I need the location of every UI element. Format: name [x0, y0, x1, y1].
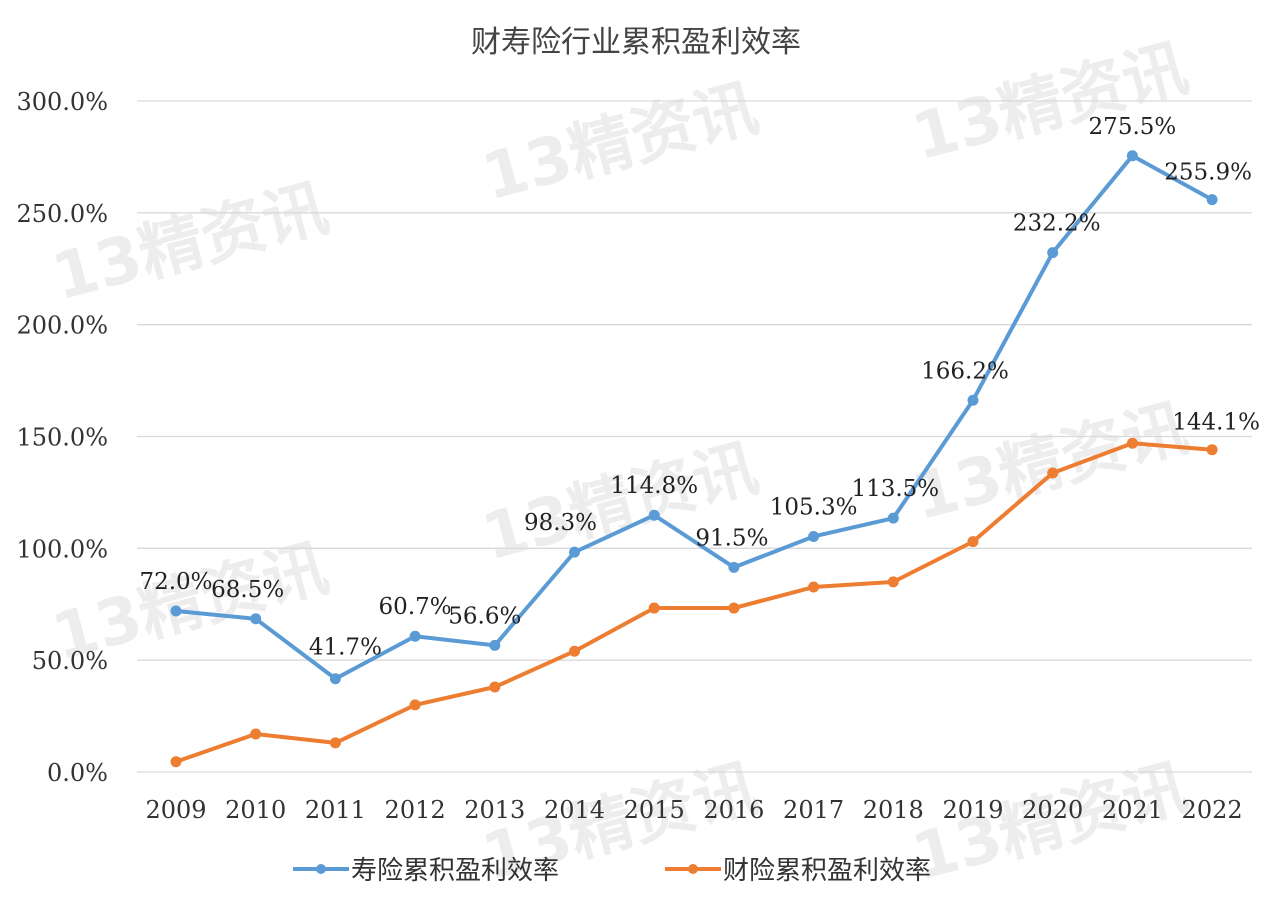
data-point	[329, 737, 341, 749]
data-point	[409, 630, 421, 642]
x-tick-label: 2015	[624, 796, 685, 824]
data-point	[648, 602, 660, 614]
legend-label: 寿险累积盈利效率	[351, 856, 559, 886]
y-tick-label: 200.0%	[16, 312, 108, 340]
data-label: 255.9%	[1164, 160, 1252, 186]
series-group: 72.0%68.5% 41.7% 60.7%56.6% 98.3% 114.8% 91.5…	[139, 114, 1260, 768]
data-point	[1126, 437, 1138, 449]
data-label: 91.5%	[695, 525, 768, 551]
x-tick-label: 2021	[1102, 796, 1163, 824]
y-axis-ticks: 0.0% 50.0% 100.0% 150.0% 200.0% 250.0% 300.0%	[16, 88, 108, 787]
data-point	[409, 699, 421, 711]
data-label: 98.3%	[524, 510, 597, 536]
watermark-text: 13精资讯	[45, 171, 336, 315]
x-tick-label: 2012	[385, 796, 446, 824]
data-point	[170, 756, 182, 768]
legend: 寿险累积盈利效率 财险累积盈利效率	[293, 856, 931, 886]
data-label: 144.1%	[1172, 410, 1260, 436]
y-tick-label: 250.0%	[16, 200, 108, 228]
data-point	[648, 509, 660, 521]
data-label: 105.3%	[770, 494, 858, 520]
y-tick-label: 50.0%	[32, 647, 108, 675]
y-tick-label: 150.0%	[16, 424, 108, 452]
data-label: 275.5%	[1089, 114, 1177, 140]
watermark-text: 13精资讯	[475, 71, 766, 215]
data-point	[728, 602, 740, 614]
x-tick-label: 2009	[145, 796, 206, 824]
gridlines	[137, 100, 1252, 773]
data-label: 56.6%	[448, 603, 521, 629]
data-point	[728, 561, 740, 573]
chart-title: 财寿险行业累积盈利效率	[471, 25, 801, 60]
data-point	[569, 645, 580, 657]
legend-label: 财险累积盈利效率	[723, 856, 931, 886]
data-point	[489, 639, 501, 651]
x-tick-label: 2020	[1022, 796, 1083, 824]
data-label: 68.5%	[211, 577, 284, 603]
legend-marker	[688, 864, 698, 874]
x-tick-label: 2019	[942, 796, 1003, 824]
x-tick-label: 2014	[544, 796, 605, 824]
series-line	[175, 441, 1213, 764]
y-tick-label: 100.0%	[16, 535, 108, 563]
x-axis-ticks: 2009 2010 2011 2012 2013 2014 2015 2016 2017 2018…	[145, 796, 1242, 824]
x-tick-label: 2018	[863, 796, 924, 824]
data-label: 166.2%	[921, 358, 1009, 384]
data-point	[1047, 467, 1059, 479]
data-label: 60.7%	[379, 594, 452, 620]
data-label: 232.2%	[1013, 211, 1101, 237]
data-label: 72.0%	[139, 569, 212, 595]
watermark-text: 13精资讯	[905, 391, 1196, 535]
data-point	[569, 546, 580, 558]
x-tick-label: 2011	[305, 796, 366, 824]
x-tick-label: 2013	[464, 796, 525, 824]
data-point	[1206, 444, 1218, 456]
x-tick-label: 2022	[1182, 796, 1243, 824]
series-line	[175, 153, 1214, 681]
data-point	[1126, 150, 1138, 162]
data-point	[329, 673, 341, 685]
data-point	[170, 605, 182, 617]
data-label: 114.8%	[610, 473, 698, 499]
data-point	[887, 512, 899, 524]
data-point	[808, 530, 820, 542]
data-point	[250, 728, 262, 740]
data-point	[489, 681, 501, 693]
data-point	[967, 536, 979, 548]
x-tick-label: 2017	[783, 796, 844, 824]
data-label: 41.7%	[309, 635, 382, 661]
data-point	[250, 613, 262, 625]
data-point	[967, 394, 979, 406]
x-tick-label: 2016	[703, 796, 764, 824]
legend-marker	[316, 864, 326, 874]
data-point	[1206, 194, 1218, 206]
y-tick-label: 0.0%	[47, 759, 108, 787]
data-point	[1047, 247, 1059, 259]
data-label: 113.5%	[851, 476, 939, 502]
x-tick-label: 2010	[225, 796, 286, 824]
data-point	[887, 576, 899, 588]
data-point	[808, 581, 820, 593]
watermark-text: 13精资讯	[905, 31, 1196, 175]
watermark-text: 13精资讯	[475, 431, 766, 575]
y-tick-label: 300.0%	[16, 88, 108, 116]
